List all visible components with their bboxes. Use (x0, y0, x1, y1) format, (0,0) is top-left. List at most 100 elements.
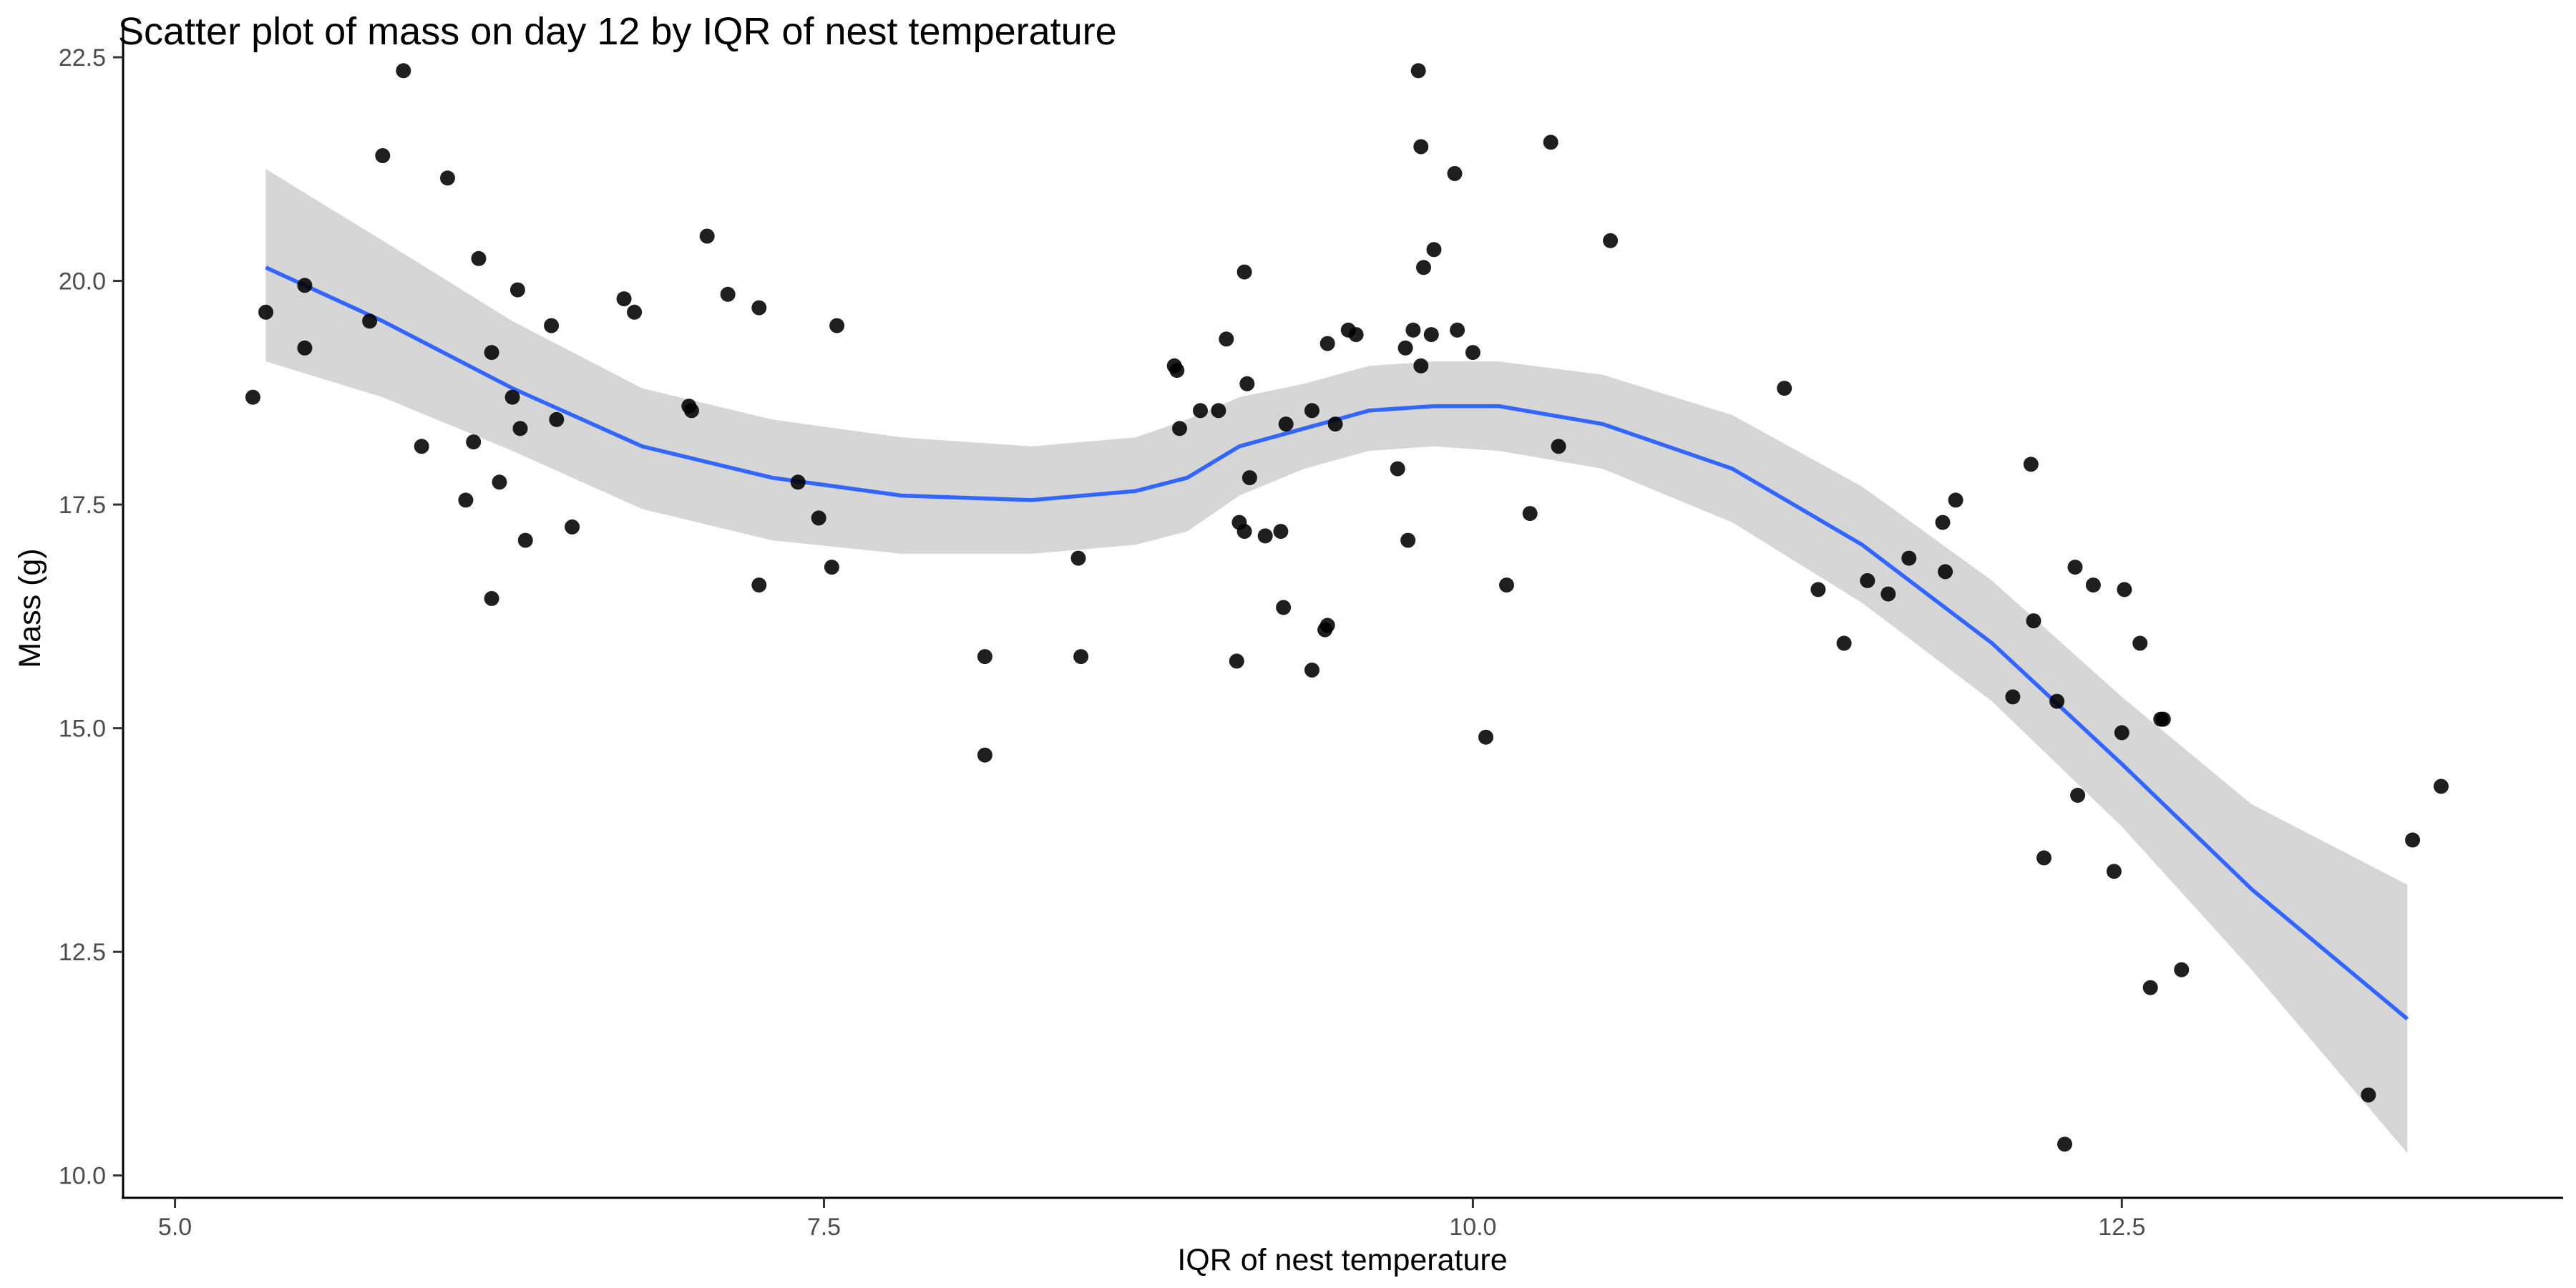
data-point (1405, 322, 1421, 338)
data-point (466, 434, 482, 450)
data-point (1410, 63, 1426, 79)
data-point (1860, 572, 1875, 588)
data-point (375, 148, 391, 163)
data-point (627, 304, 643, 320)
data-point (1273, 524, 1289, 540)
data-point (1169, 363, 1185, 379)
data-point (2405, 832, 2421, 848)
data-point (1236, 264, 1252, 280)
data-point (1836, 635, 1852, 651)
data-point (824, 560, 839, 575)
data-point (549, 411, 565, 427)
y-axis-title: Mass (g) (13, 548, 47, 668)
data-point (1777, 381, 1792, 396)
y-tick-label: 22.5 (59, 44, 106, 72)
data-point (1551, 439, 1566, 454)
x-tick-label: 10.0 (1449, 1214, 1496, 1241)
x-axis-title: IQR of nest temperature (1177, 1243, 1507, 1277)
data-point (1810, 582, 1826, 597)
data-points-layer (245, 63, 2449, 1152)
data-point (440, 170, 455, 186)
data-point (1413, 358, 1429, 374)
data-point (414, 439, 429, 454)
data-point (2036, 850, 2051, 866)
data-point (720, 286, 736, 302)
data-point (1413, 139, 1429, 155)
y-axis-ticks: 10.0 12.5 15.0 17.5 20.0 22.5 (59, 44, 123, 1190)
data-point (2026, 613, 2041, 629)
data-point (1172, 421, 1187, 436)
data-point (1239, 376, 1255, 391)
data-point (1219, 331, 1234, 347)
data-point (492, 474, 507, 490)
data-point (2106, 864, 2122, 879)
data-point (1416, 260, 1431, 275)
data-point (1236, 524, 1252, 540)
data-point (790, 474, 806, 490)
data-point (977, 747, 992, 763)
data-point (1319, 336, 1335, 351)
data-point (484, 345, 499, 361)
data-point (1304, 662, 1319, 678)
data-point (2049, 693, 2065, 709)
data-point (751, 577, 767, 593)
data-point (1193, 403, 1208, 419)
confidence-band-layer (265, 169, 2408, 1153)
data-point (2434, 779, 2449, 794)
data-point (544, 318, 560, 333)
data-point (977, 649, 992, 665)
data-point (1397, 340, 1413, 356)
data-point (2142, 980, 2158, 995)
data-point (751, 300, 767, 316)
data-point (1450, 322, 1465, 338)
data-point (1211, 403, 1226, 419)
smooth-line-layer (265, 265, 2409, 1021)
data-point (1348, 327, 1364, 343)
data-point (1319, 618, 1335, 633)
data-point (1390, 461, 1405, 477)
y-tick-label: 15.0 (59, 716, 106, 743)
data-point (1241, 470, 1257, 486)
data-point (1073, 649, 1089, 665)
data-point (2005, 689, 2021, 705)
data-point (1522, 506, 1538, 522)
data-point (362, 313, 378, 329)
data-point (512, 421, 528, 436)
data-point (2023, 457, 2039, 472)
data-point (2057, 1136, 2072, 1152)
confidence-band (265, 169, 2408, 1153)
data-point (2155, 711, 2171, 727)
data-point (1938, 564, 1953, 580)
data-point (509, 282, 525, 298)
x-tick-label: 12.5 (2098, 1214, 2145, 1241)
x-tick-label: 5.0 (158, 1214, 192, 1241)
x-tick-label: 7.5 (807, 1214, 841, 1241)
smooth-line (265, 265, 2409, 1021)
data-point (1948, 492, 1963, 508)
data-point (616, 291, 632, 307)
plot-area (245, 63, 2449, 1153)
data-point (258, 304, 273, 320)
data-point (1603, 233, 1619, 248)
data-point (1070, 550, 1086, 566)
data-point (1426, 242, 1442, 258)
data-point (565, 519, 580, 535)
data-point (1478, 729, 1493, 745)
chart-title: Scatter plot of mass on day 12 by IQR of… (118, 10, 1117, 53)
data-point (396, 63, 411, 79)
data-point (1935, 514, 1951, 530)
data-point (2117, 582, 2132, 597)
data-point (1499, 577, 1514, 593)
data-point (2174, 962, 2190, 977)
data-point (2070, 787, 2086, 803)
y-tick-label: 17.5 (59, 492, 106, 519)
data-point (1901, 550, 1917, 566)
data-point (1327, 416, 1343, 432)
data-point (1304, 403, 1319, 419)
data-point (2361, 1087, 2376, 1103)
y-tick-label: 10.0 (59, 1163, 106, 1190)
data-point (684, 403, 699, 419)
data-point (2114, 725, 2129, 741)
data-point (484, 590, 499, 606)
